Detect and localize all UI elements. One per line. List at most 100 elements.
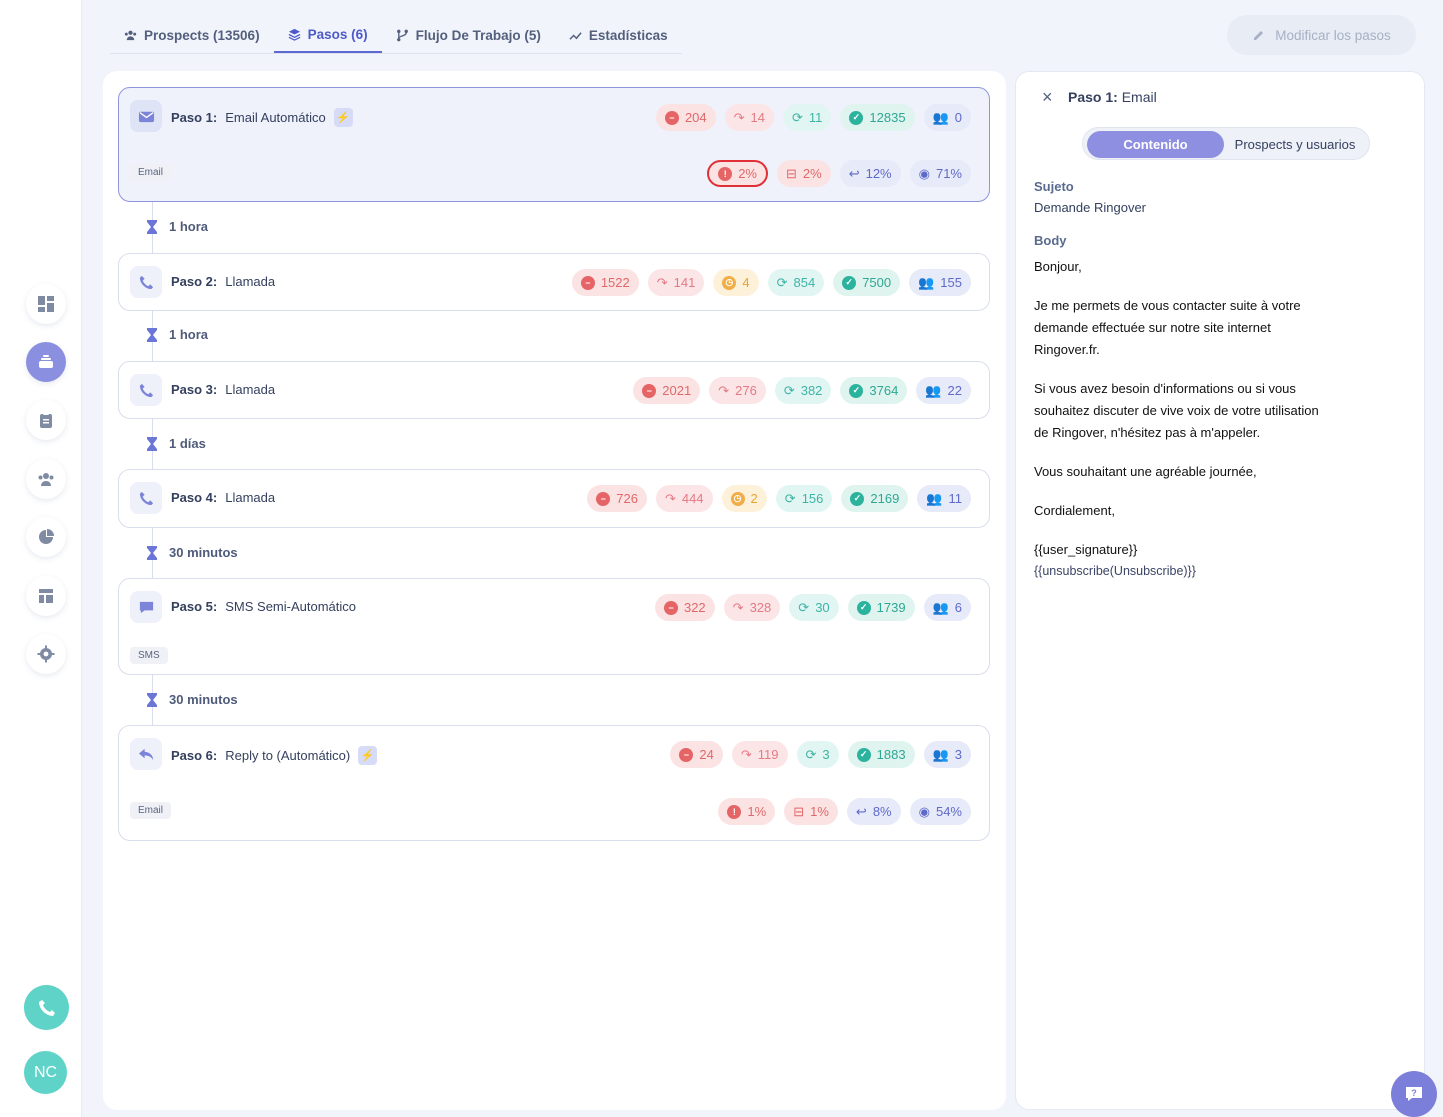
stat-skipped[interactable]: ↷ 444 [655,485,713,512]
stat-prospects[interactable]: 👥 11 [917,485,971,512]
body-paragraph: Si vous avez besoin d'informations ou si… [1034,381,1319,440]
pencil-icon [1254,31,1264,40]
stat-done[interactable]: ✓ 1883 [847,741,915,768]
clipboard-icon[interactable] [26,400,66,440]
stat-pending[interactable]: ◷ 2 [721,485,767,512]
metric-reply[interactable]: ↩ 12% [839,160,901,187]
body-paragraph: Cordialement, [1034,503,1115,518]
stat-skipped[interactable]: ↷ 14 [724,104,775,131]
refresh-icon: ⟳ [805,746,817,762]
layout-icon[interactable] [26,576,66,616]
tab-prospects-users[interactable]: Prospects y usuarios [1234,137,1356,152]
body-paragraph: Bonjour, [1034,259,1082,274]
metric-unsubscribe[interactable]: ⊟ 2% [776,160,831,187]
stat-done[interactable]: ✓ 2169 [841,485,909,512]
stat-in-progress[interactable]: ⟳ 854 [767,269,825,296]
step-stats: −24 ↷ 119 ⟳ 3 ✓ 1883 👥 3 [670,741,971,768]
metric-value: 2% [738,166,757,181]
detail-segmented-control: Contenido Prospects y usuarios [1082,127,1370,160]
stat-errors[interactable]: −1522 [571,269,639,296]
stat-in-progress[interactable]: ⟳ 11 [783,104,832,131]
step-title: Paso 5: SMS Semi-Automático [171,599,356,614]
stat-skipped[interactable]: ↷ 328 [723,594,781,621]
step-title: Paso 6: Reply to (Automático) ⚡ [171,746,378,765]
stat-prospects[interactable]: 👥 3 [923,741,971,768]
stat-done[interactable]: ✓ 3764 [840,377,908,404]
step-card-3[interactable]: Paso 3: Llamada −2021 ↷ 276 ⟳ 382 ✓ 3764 👥 2… [118,361,990,419]
stat-in-progress[interactable]: ⟳ 156 [775,485,833,512]
metric-value: 1% [810,804,829,819]
unsubscribe-icon: ⊟ [785,165,797,181]
hourglass-icon [147,219,157,234]
stat-prospects[interactable]: 👥 155 [909,269,971,296]
tab-label: Prospects (13506) [144,28,260,43]
stat-prospects[interactable]: 👥 6 [923,594,971,621]
tab-statistics[interactable]: Estadísticas [555,18,682,53]
check-circle-icon: ✓ [856,747,871,762]
steps-tabs: Prospects (13506) Pasos (6) Flujo De Tra… [110,18,682,54]
users-icon: 👥 [932,599,949,615]
phone-call-button[interactable] [24,985,69,1030]
users-icon: 👥 [925,382,942,398]
subject-label: Sujeto [1034,179,1074,194]
sequences-icon[interactable] [26,342,66,382]
tab-prospects[interactable]: Prospects (13506) [110,18,274,53]
delay-label: 1 días [169,436,206,451]
stat-errors[interactable]: −204 [655,104,716,131]
stat-in-progress[interactable]: ⟳ 30 [789,594,839,621]
settings-gear-icon[interactable] [26,634,66,674]
stat-value: 22 [947,383,962,398]
tab-content[interactable]: Contenido [1087,131,1224,158]
skip-arrow-icon: ↷ [733,109,745,125]
tab-workflow[interactable]: Flujo De Trabajo (5) [382,18,555,53]
close-icon[interactable]: × [1042,87,1053,107]
stat-value: 6 [954,600,962,615]
step-name: Reply to (Automático) [225,748,351,763]
step-card-1[interactable]: Paso 1: Email Automático ⚡ −204 ↷ 14 ⟳ 11 … [118,87,990,202]
stat-done[interactable]: ✓ 1739 [847,594,915,621]
dashboard-icon[interactable] [26,284,66,324]
edit-steps-button[interactable]: Modificar los pasos [1227,15,1416,55]
check-circle-icon: ✓ [849,383,864,398]
tab-label: Flujo De Trabajo (5) [415,28,541,43]
stat-in-progress[interactable]: ⟳ 3 [796,741,839,768]
stat-in-progress[interactable]: ⟳ 382 [774,377,832,404]
stat-errors[interactable]: −726 [587,485,647,512]
stat-errors[interactable]: −322 [654,594,715,621]
users-icon[interactable] [26,459,66,499]
tab-steps[interactable]: Pasos (6) [273,18,382,53]
minus-circle-icon: − [642,383,657,398]
stat-errors[interactable]: −2021 [633,377,701,404]
step-card-5[interactable]: Paso 5: SMS Semi-Automático −322 ↷ 328 ⟳ 3… [118,578,990,675]
step-card-6[interactable]: Paso 6: Reply to (Automático) ⚡ −24 ↷ 119… [118,725,990,841]
stat-pending[interactable]: ◷ 4 [713,269,759,296]
skip-arrow-icon: ↷ [664,490,676,506]
metric-open[interactable]: ◉ 54% [909,798,971,825]
step-card-2[interactable]: Paso 2: Llamada −1522 ↷ 141 ◷ 4 ⟳ 854 ✓ 7500… [118,253,990,311]
user-avatar[interactable]: NC [24,1051,67,1094]
step-metrics: ! 1% ⊟ 1% ↩ 8% ◉ 54% [718,798,971,825]
metric-bounce[interactable]: ! 2% [707,160,768,187]
stat-skipped[interactable]: ↷ 141 [647,269,705,296]
hourglass-icon [147,545,157,560]
metric-bounce[interactable]: ! 1% [718,798,776,825]
metric-reply[interactable]: ↩ 8% [846,798,901,825]
step-name: SMS Semi-Automático [225,599,357,614]
pie-chart-icon[interactable] [26,517,66,557]
step-card-4[interactable]: Paso 4: Llamada −726 ↷ 444 ◷ 2 ⟳ 156 ✓ 2169 … [118,469,990,528]
help-chat-button[interactable]: ? [1391,1071,1437,1117]
stat-prospects[interactable]: 👥 0 [923,104,971,131]
stat-done[interactable]: ✓ 12835 [840,104,915,131]
stat-value: 2021 [662,383,692,398]
stat-skipped[interactable]: ↷ 119 [731,741,788,768]
stat-done[interactable]: ✓ 7500 [833,269,901,296]
tab-label: Pasos (6) [307,27,368,42]
users-icon [124,30,137,41]
metric-unsubscribe[interactable]: ⊟ 1% [784,798,838,825]
body-signature: {{user_signature}} [1034,542,1138,557]
stat-prospects[interactable]: 👥 22 [916,377,971,404]
stat-errors[interactable]: −24 [670,741,723,768]
metric-open[interactable]: ◉ 71% [909,160,971,187]
stat-skipped[interactable]: ↷ 276 [709,377,766,404]
refresh-icon: ⟳ [798,599,810,615]
